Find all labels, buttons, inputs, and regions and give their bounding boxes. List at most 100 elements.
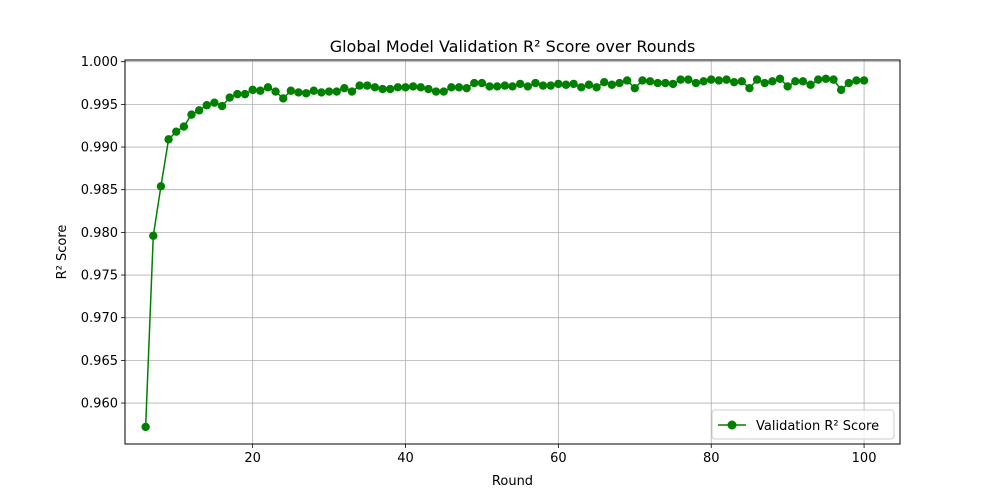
data-point — [729, 77, 739, 87]
data-point — [454, 83, 464, 92]
data-point — [859, 76, 869, 85]
data-point — [538, 81, 548, 90]
data-point — [485, 82, 494, 91]
data-point — [829, 75, 838, 84]
data-point — [844, 78, 853, 88]
data-point — [256, 86, 265, 95]
y-tick-label: 0.990 — [81, 141, 118, 156]
data-point — [676, 75, 685, 84]
data-point — [814, 75, 823, 84]
data-point — [493, 82, 502, 91]
chart-title: Global Model Validation R² Score over Ro… — [330, 37, 696, 56]
y-tick-label: 0.975 — [81, 269, 118, 284]
data-point — [462, 83, 471, 93]
data-point — [401, 83, 410, 92]
data-point — [638, 76, 647, 85]
y-tick-label: 0.965 — [81, 354, 118, 369]
data-point — [722, 75, 731, 84]
data-point — [164, 135, 173, 144]
data-point — [294, 88, 303, 97]
data-point — [301, 89, 311, 98]
data-point — [202, 101, 211, 110]
data-point — [768, 77, 777, 86]
axis-ticks: 20 40 60 80 100 0.960 0.965 0.970 0.975 0.980 0.98… — [81, 55, 877, 466]
data-point — [263, 83, 273, 92]
legend-marker-swatch — [727, 420, 737, 430]
data-point — [707, 75, 716, 84]
data-point — [684, 75, 693, 84]
data-point — [569, 79, 578, 89]
data-point — [523, 82, 532, 91]
data-point — [355, 81, 364, 90]
series-validation — [141, 74, 869, 432]
data-point — [248, 85, 257, 95]
data-point — [821, 74, 831, 83]
data-point — [645, 77, 655, 86]
data-point — [737, 77, 746, 86]
data-point — [615, 78, 624, 88]
data-point — [340, 83, 349, 93]
data-point — [699, 77, 708, 86]
data-point — [217, 101, 227, 111]
data-point — [141, 422, 150, 432]
data-point — [508, 82, 517, 91]
data-point — [531, 78, 540, 88]
data-point — [447, 83, 456, 92]
data-point — [149, 231, 158, 240]
data-point — [775, 74, 785, 83]
data-point — [836, 85, 846, 95]
data-point — [332, 87, 341, 96]
data-point — [592, 83, 601, 92]
y-tick-label: 0.980 — [81, 226, 118, 241]
data-point — [561, 80, 571, 89]
data-point — [668, 79, 678, 89]
data-point — [752, 75, 762, 84]
grid — [125, 60, 900, 444]
data-point — [179, 122, 189, 131]
data-point — [607, 80, 617, 89]
data-point — [806, 80, 815, 89]
data-point — [714, 76, 724, 85]
data-point — [783, 82, 792, 91]
data-point — [194, 106, 204, 115]
data-point — [431, 87, 441, 96]
x-tick-label: 80 — [703, 451, 720, 466]
data-point — [470, 78, 479, 88]
y-tick-label: 0.970 — [81, 311, 118, 326]
data-point — [233, 89, 242, 99]
data-point — [630, 83, 639, 93]
legend-label: Validation R² Score — [756, 419, 879, 434]
x-tick-label: 100 — [852, 451, 877, 466]
data-point — [661, 78, 670, 88]
x-tick-label: 40 — [397, 451, 414, 466]
data-point — [386, 84, 395, 94]
y-tick-label: 0.960 — [81, 397, 118, 412]
data-point — [852, 76, 861, 85]
y-tick-label: 0.995 — [81, 98, 118, 113]
data-point — [279, 94, 288, 103]
data-point — [416, 83, 425, 92]
data-point — [546, 81, 555, 90]
data-point — [378, 84, 387, 94]
plot-frame — [124, 59, 901, 445]
data-point — [500, 81, 510, 90]
x-tick-label: 20 — [244, 451, 261, 466]
data-point — [393, 83, 403, 92]
data-point — [798, 77, 808, 86]
legend: Validation R² Score — [711, 409, 895, 440]
data-point — [554, 79, 563, 89]
data-point — [187, 110, 196, 119]
data-point — [286, 86, 296, 95]
series-line — [144, 77, 865, 427]
y-tick-label: 0.985 — [81, 183, 118, 198]
data-point — [240, 89, 250, 99]
data-point — [309, 86, 318, 95]
data-point — [370, 83, 380, 92]
x-axis-label: Round — [492, 474, 533, 489]
data-point — [600, 77, 609, 87]
data-point — [225, 93, 234, 102]
data-point — [424, 84, 433, 94]
data-point — [363, 81, 372, 90]
data-point — [745, 83, 754, 93]
